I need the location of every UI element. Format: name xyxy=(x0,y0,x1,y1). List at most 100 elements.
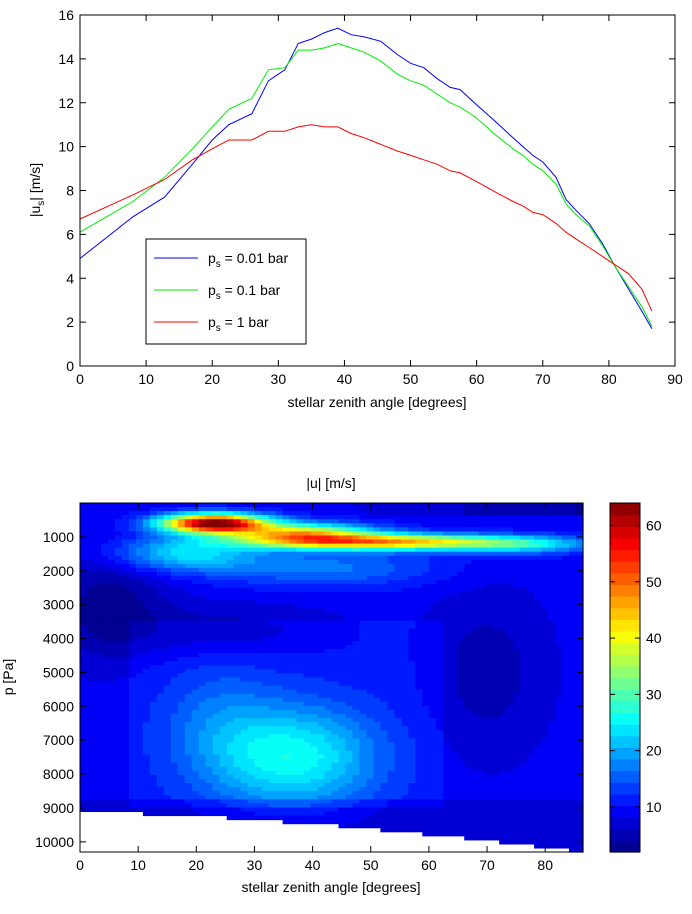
contour-cell xyxy=(192,698,200,703)
contour-cell xyxy=(485,572,493,577)
contour-cell xyxy=(185,503,193,508)
contour-cell xyxy=(213,523,221,528)
contour-cell xyxy=(213,726,221,731)
contour-cell xyxy=(464,535,472,540)
contour-cell xyxy=(234,759,242,764)
contour-cell xyxy=(171,552,179,557)
contour-cell xyxy=(185,730,193,735)
contour-cell xyxy=(436,609,444,614)
contour-cell xyxy=(192,625,200,630)
contour-cell xyxy=(129,673,137,678)
contour-cell xyxy=(387,641,395,646)
contour-cell xyxy=(304,706,312,711)
contour-cell xyxy=(464,633,472,638)
contour-cell xyxy=(262,738,270,743)
contour-cell xyxy=(150,531,158,536)
contour-cell xyxy=(157,592,165,597)
contour-cell xyxy=(380,515,388,520)
contour-cell xyxy=(450,763,458,768)
contour-cell xyxy=(325,657,333,662)
contour-cell xyxy=(471,694,479,699)
contour-cell xyxy=(443,734,451,739)
contour-cell xyxy=(94,690,102,695)
contour-cell xyxy=(255,564,263,569)
contour-cell xyxy=(101,552,109,557)
contour-cell xyxy=(255,609,263,614)
contour-cell xyxy=(220,637,228,642)
contour-cell xyxy=(422,734,430,739)
contour-cell xyxy=(492,633,500,638)
contour-cell xyxy=(325,714,333,719)
contour-cell xyxy=(352,779,360,784)
contour-cell xyxy=(443,625,451,630)
contour-cell xyxy=(471,775,479,780)
contour-cell xyxy=(262,568,270,573)
contour-cell xyxy=(436,568,444,573)
contour-cell xyxy=(94,633,102,638)
contour-cell xyxy=(359,673,367,678)
contour-cell xyxy=(311,673,319,678)
contour-cell xyxy=(108,746,116,751)
contour-cell xyxy=(352,706,360,711)
contour-cell xyxy=(143,811,151,816)
contour-cell xyxy=(178,535,186,540)
contour-cell xyxy=(408,592,416,597)
contour-cell xyxy=(185,746,193,751)
contour-cell xyxy=(352,686,360,691)
contour-cell xyxy=(206,633,214,638)
contour-cell xyxy=(380,519,388,524)
contour-cell xyxy=(311,600,319,605)
contour-cell xyxy=(338,759,346,764)
contour-cell xyxy=(304,507,312,512)
contour-cell xyxy=(359,718,367,723)
contour-cell xyxy=(220,621,228,626)
contour-cell xyxy=(122,673,130,678)
contour-cell xyxy=(150,714,158,719)
contour-cell xyxy=(234,572,242,577)
contour-cell xyxy=(506,718,514,723)
contour-cell xyxy=(506,734,514,739)
contour-cell xyxy=(283,637,291,642)
contour-cell xyxy=(227,641,235,646)
contour-cell xyxy=(164,742,172,747)
contour-cell xyxy=(394,519,402,524)
contour-cell xyxy=(297,791,305,796)
contour-cell xyxy=(276,613,284,618)
contour-cell xyxy=(366,755,374,760)
contour-cell xyxy=(422,572,430,577)
contour-cell xyxy=(352,544,360,549)
contour-cell xyxy=(108,637,116,642)
contour-cell xyxy=(387,548,395,553)
contour-cell xyxy=(87,527,95,532)
contour-cell xyxy=(478,803,486,808)
contour-cell xyxy=(213,548,221,553)
contour-cell xyxy=(227,738,235,743)
contour-cell xyxy=(220,527,228,532)
contour-cell xyxy=(87,507,95,512)
contour-cell xyxy=(143,540,151,545)
contour-cell xyxy=(150,803,158,808)
contour-cell xyxy=(373,649,381,654)
contour-cell xyxy=(338,746,346,751)
contour-cell xyxy=(178,629,186,634)
contour-cell xyxy=(359,795,367,800)
contour-cell xyxy=(464,540,472,545)
contour-cell xyxy=(164,600,172,605)
contour-cell xyxy=(262,588,270,593)
contour-cell xyxy=(415,584,423,589)
contour-cell xyxy=(318,596,326,601)
contour-cell xyxy=(276,759,284,764)
contour-cell xyxy=(192,795,200,800)
contour-cell xyxy=(206,718,214,723)
contour-cell xyxy=(241,787,249,792)
contour-cell xyxy=(457,584,465,589)
contour-cell xyxy=(422,795,430,800)
contour-cell xyxy=(220,807,228,812)
contour-cell xyxy=(199,803,207,808)
contour-cell xyxy=(325,588,333,593)
contour-cell xyxy=(415,560,423,565)
contour-cell xyxy=(436,596,444,601)
contour-cell xyxy=(136,710,144,715)
contour-cell xyxy=(108,779,116,784)
